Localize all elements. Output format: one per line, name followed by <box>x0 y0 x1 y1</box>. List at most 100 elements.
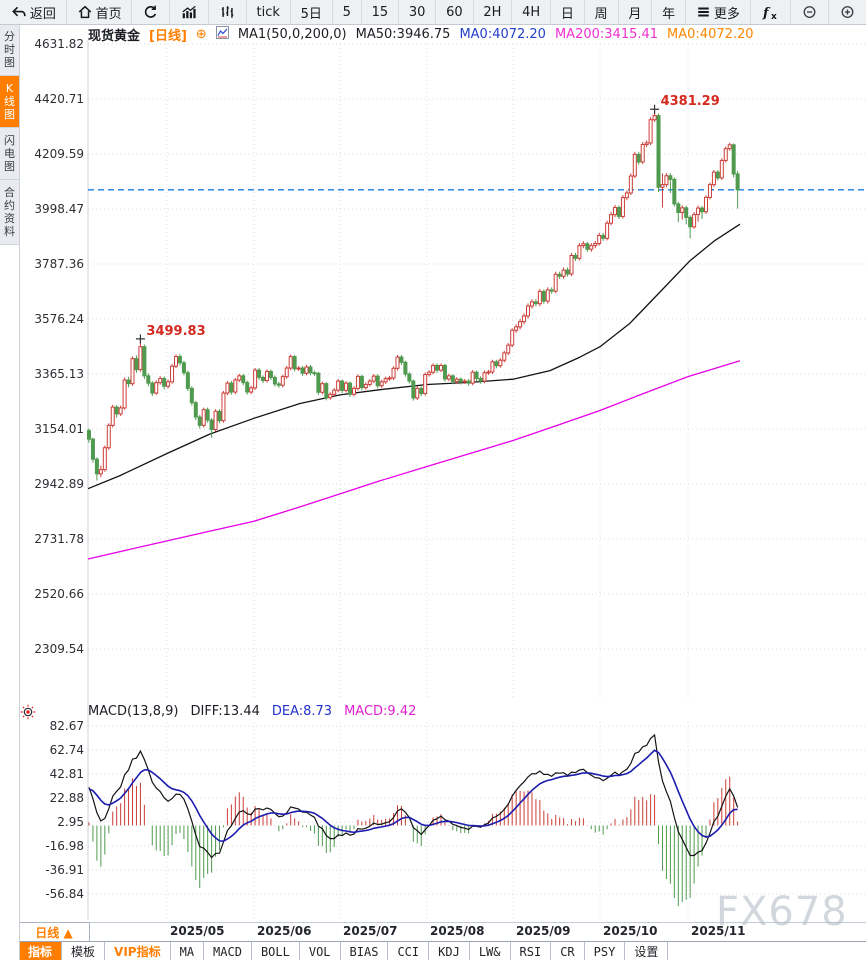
bottom-tab-vol[interactable]: VOL <box>300 942 341 960</box>
toolbar-label: tick <box>256 4 280 20</box>
toolbar-button-tick[interactable]: tick <box>247 0 291 24</box>
main-y-axis-label: 3576.24 <box>34 312 84 326</box>
zoom-out-icon <box>801 4 818 21</box>
toolbar-label: 15 <box>371 4 389 20</box>
toolbar-button-refresh[interactable] <box>132 0 171 24</box>
main-chart-legend: 现货黄金 [日线] ⊕ MA1(50,0,200,0) MA50:3946.75… <box>88 25 754 44</box>
bottom-tab-cci[interactable]: CCI <box>388 942 430 960</box>
sidebar-tab-char: 料 <box>4 225 15 238</box>
toolbar-button-chart-type-bar[interactable] <box>170 0 209 24</box>
main-y-axis-label: 3787.36 <box>34 257 84 271</box>
sidebar-tab-time-chart[interactable]: 分时图 <box>0 24 19 76</box>
toolbar-label: 60 <box>446 4 463 20</box>
toolbar-button-m30[interactable]: 30 <box>399 0 437 24</box>
toolbar-label: 首页 <box>95 6 122 22</box>
sidebar-tab-char: 图 <box>4 160 15 173</box>
toolbar-button-more[interactable]: 更多 <box>686 0 751 24</box>
bottom-tab-template[interactable]: 模板 <box>62 942 106 960</box>
ma0-blue-value: MA0:4072.20 <box>459 27 546 42</box>
toolbar-button-chart-type-ohlc[interactable] <box>209 0 247 24</box>
toolbar-button-day[interactable]: 日 <box>551 0 585 24</box>
bottom-tab-cr[interactable]: CR <box>551 942 585 960</box>
x-axis-month-label: 2025/10 <box>603 924 658 938</box>
toolbar-button-zoom-in[interactable] <box>829 0 866 24</box>
macd-y-axis-label: -36.91 <box>45 863 84 877</box>
toolbar-button-home[interactable]: 首页 <box>67 0 133 24</box>
fx678-watermark: FX678 <box>716 889 848 935</box>
x-axis-month-label: 2025/06 <box>257 924 312 938</box>
bottom-tab-vip-indicator[interactable]: VIP指标 <box>105 942 171 960</box>
main-y-axis-label: 3365.13 <box>34 367 84 381</box>
toolbar-button-month[interactable]: 月 <box>619 0 653 24</box>
sidebar-tab-char: 线 <box>4 95 15 108</box>
main-y-axis-label: 2942.89 <box>34 477 84 491</box>
toolbar-button-h4[interactable]: 4H <box>512 0 552 24</box>
sidebar-tab-char: 电 <box>4 147 15 160</box>
toolbar-label: 5 <box>342 4 351 20</box>
toolbar-button-zoom-out[interactable] <box>791 0 830 24</box>
macd-settings-icon[interactable] <box>20 704 36 720</box>
main-y-axis-label: 4420.71 <box>34 92 84 106</box>
sidebar-tab-char: 图 <box>4 108 15 121</box>
macd-diff-value: DIFF:13.44 <box>190 704 260 719</box>
toolbar-button-m15[interactable]: 15 <box>362 0 399 24</box>
bottom-tab-psy[interactable]: PSY <box>585 942 626 960</box>
sidebar-tab-lightning-chart[interactable]: 闪电图 <box>0 128 19 180</box>
bottom-tab-settings[interactable]: 设置 <box>625 942 669 960</box>
sidebar-tab-contract-info[interactable]: 合约资料 <box>0 180 19 245</box>
toolbar-button-week[interactable]: 周 <box>585 0 619 24</box>
main-y-axis-label: 2731.78 <box>34 532 84 546</box>
macd-y-axis-label: -56.84 <box>45 887 84 901</box>
macd-y-axis-label: 42.81 <box>49 767 84 781</box>
x-axis-month-label: 2025/11 <box>691 924 746 938</box>
symbol-name: 现货黄金 <box>88 29 141 44</box>
main-y-axis-label: 3998.47 <box>34 202 84 216</box>
sidebar-tab-char: 资 <box>4 212 15 225</box>
toolbar-label: 返回 <box>29 6 56 22</box>
zoom-in-icon <box>839 4 856 21</box>
macd-y-axis-label: 2.95 <box>57 815 84 829</box>
toolbar-button-h2[interactable]: 2H <box>474 0 513 24</box>
bottom-tab-boll[interactable]: BOLL <box>252 942 300 960</box>
period-selector[interactable]: 日线 ▲ <box>18 922 90 943</box>
add-indicator-icon[interactable]: ⊕ <box>195 27 207 42</box>
toolbar-label: 周 <box>594 6 608 22</box>
bottom-tab-indicator[interactable]: 指标 <box>19 942 63 960</box>
x-axis-row <box>19 922 866 941</box>
period-label: [日线] <box>149 29 187 44</box>
bottom-tab-bias[interactable]: BIAS <box>341 942 389 960</box>
ohlc-lines-icon <box>219 4 236 20</box>
macd-y-axis-label: 82.67 <box>49 719 84 733</box>
svg-text:f: f <box>762 6 771 20</box>
macd-y-axis-label: 62.74 <box>49 743 84 757</box>
toolbar-label: 月 <box>628 6 642 22</box>
toolbar-button-5d[interactable]: 5日 <box>291 0 333 24</box>
sidebar-tab-char: 合 <box>4 186 15 199</box>
bottom-tab-macd[interactable]: MACD <box>204 942 252 960</box>
bottom-tab-bar: 指标 模板 VIP指标 MA MACD BOLL VOL BIAS CCI KDJ LW& RSI CR… <box>19 941 866 960</box>
sidebar-tab-char: K <box>5 82 14 95</box>
bottom-tab-lwr[interactable]: LW& <box>470 942 511 960</box>
main-y-axis-label: 4209.59 <box>34 147 84 161</box>
macd-legend: MACD(13,8,9) DIFF:13.44 DEA:8.73 MACD:9.… <box>88 704 416 719</box>
top-toolbar: 返回 首页 tick 5日 5 15 30 60 2H 4H 日 周 月 年 更多 f x <box>0 0 866 25</box>
sidebar-tab-char: 约 <box>4 199 15 212</box>
home-icon <box>77 4 93 20</box>
bottom-tab-kdj[interactable]: KDJ <box>429 942 470 960</box>
bottom-tab-ma[interactable]: MA <box>171 942 205 960</box>
ma200-value: MA200:3415.41 <box>554 27 659 42</box>
toolbar-button-m5[interactable]: 5 <box>333 0 362 24</box>
x-axis-month-label: 2025/05 <box>170 924 225 938</box>
price-annotation: 4381.29 <box>660 94 720 110</box>
toolbar-button-year[interactable]: 年 <box>652 0 686 24</box>
bottom-tab-rsi[interactable]: RSI <box>511 942 552 960</box>
x-axis-month-label: 2025/09 <box>516 924 571 938</box>
toolbar-button-m60[interactable]: 60 <box>436 0 474 24</box>
toolbar-button-back[interactable]: 返回 <box>0 0 67 24</box>
macd-dea-value: DEA:8.73 <box>271 704 333 719</box>
menu-icon <box>696 5 711 19</box>
